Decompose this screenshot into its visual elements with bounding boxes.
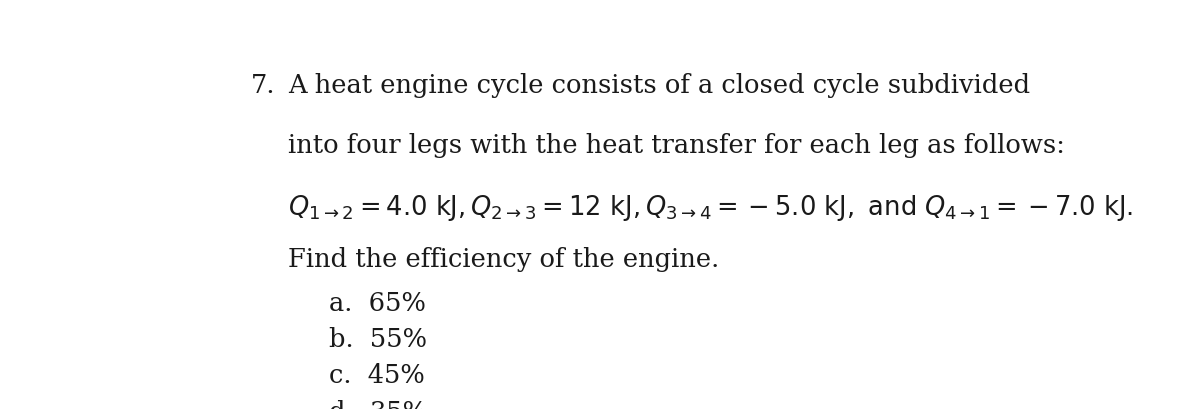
Text: $\mathit{Q}_{1\to2}$$\mathsf{ = 4.0\ kJ, }$$\mathit{Q}_{2\to3}$$\mathsf{ = 12\ k: $\mathit{Q}_{1\to2}$$\mathsf{ = 4.0\ kJ,… (288, 192, 1133, 222)
Text: 7.: 7. (251, 73, 275, 98)
Text: d.  35%: d. 35% (329, 399, 426, 409)
Text: b.  55%: b. 55% (329, 326, 426, 351)
Text: a.  65%: a. 65% (329, 290, 426, 315)
Text: into four legs with the heat transfer for each leg as follows:: into four legs with the heat transfer fo… (288, 133, 1064, 157)
Text: c.  45%: c. 45% (329, 362, 425, 387)
Text: A heat engine cycle consists of a closed cycle subdivided: A heat engine cycle consists of a closed… (288, 73, 1030, 98)
Text: Find the efficiency of the engine.: Find the efficiency of the engine. (288, 246, 719, 271)
